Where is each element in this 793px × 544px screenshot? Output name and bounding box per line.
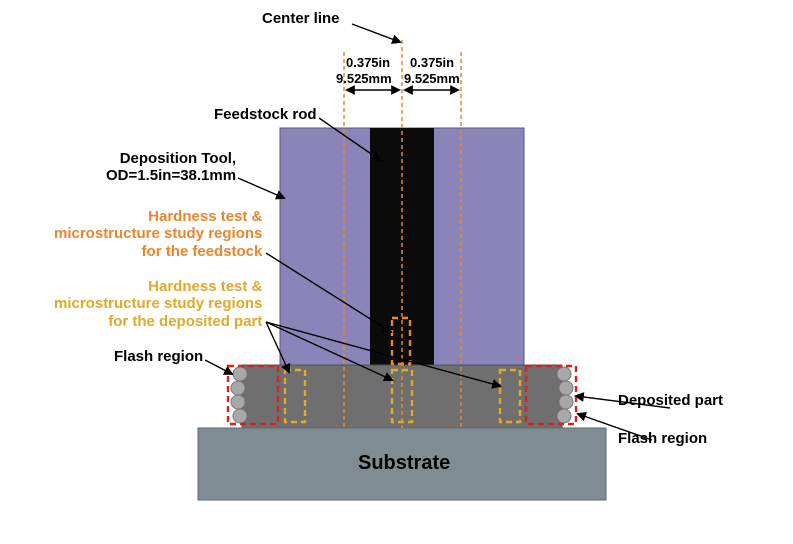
label-dim-left-mm: 9.525mm: [336, 72, 392, 87]
label-deposited-part: Deposited part: [618, 392, 723, 409]
label-deposition-tool: Deposition Tool, OD=1.5in=38.1mm: [106, 150, 236, 185]
arrow-deposition-tool: [238, 178, 284, 198]
label-feedstock-rod: Feedstock rod: [214, 106, 317, 123]
label-flash-left: Flash region: [114, 348, 203, 365]
label-substrate: Substrate: [358, 452, 450, 475]
label-feedstock-region: Hardness test & microstructure study reg…: [54, 208, 262, 260]
label-center-line: Center line: [262, 10, 340, 27]
arrow-center-line: [352, 24, 400, 42]
label-dim-right-mm: 9.525mm: [404, 72, 460, 87]
label-deposit-region: Hardness test & microstructure study reg…: [54, 278, 262, 330]
label-dim-left-in: 0.375in: [346, 56, 390, 71]
label-dim-right-in: 0.375in: [410, 56, 454, 71]
label-flash-right: Flash region: [618, 430, 707, 447]
